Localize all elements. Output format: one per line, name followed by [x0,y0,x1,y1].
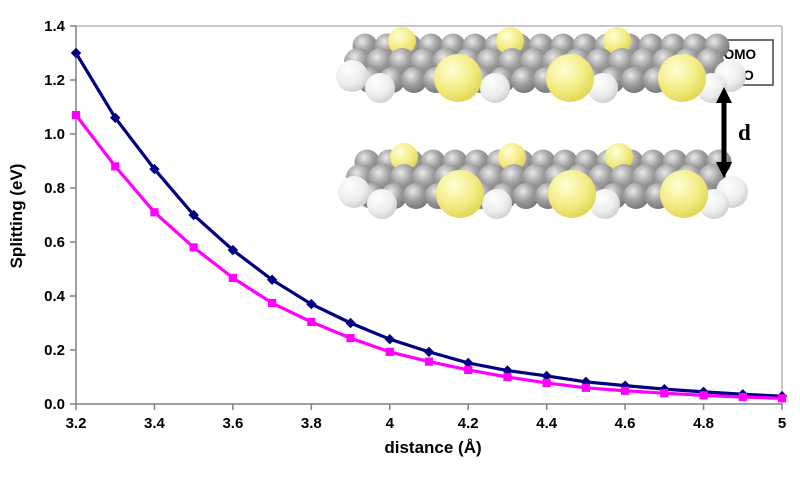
data-point-square [738,392,747,402]
data-point-diamond [110,112,121,123]
atom [496,27,524,55]
x-tick-label: 4.4 [536,415,558,432]
series-lumo [71,111,787,403]
atom [480,73,510,103]
atom [390,143,418,171]
atom [660,170,708,218]
atom [621,67,647,93]
atom [401,67,427,93]
data-point-square [385,347,394,356]
arrowhead-up-icon [716,87,732,103]
x-tick-label: 3.2 [66,415,87,432]
atom [482,189,512,219]
atom [623,183,649,209]
plot-frame [75,25,783,405]
atom [403,183,429,209]
atom [603,27,631,55]
molecule [338,143,748,219]
x-tick-label: 4.6 [615,415,636,432]
data-point-diamond [306,298,317,310]
atom [588,73,618,103]
arrowhead-down-icon [716,162,732,178]
x-axis-tick-labels: 3.2 3.4 3.6 3.8 4 4.2 4.4 4.6 4.8 5 [66,415,787,432]
atom [388,27,416,55]
atom [511,67,537,93]
data-point-square [621,386,630,395]
data-point-square [581,383,590,392]
atom [658,54,706,102]
data-point-diamond [266,274,278,285]
data-point-square [268,298,277,308]
atom [336,60,368,92]
data-point-square [503,372,512,382]
atom [365,73,395,103]
atom [338,176,370,208]
data-point-square [71,111,81,120]
data-point-diamond [149,163,160,175]
distance-label: d [738,120,751,145]
data-point-diamond [345,317,356,329]
y-tick-label: 0.0 [44,396,65,413]
data-point-square [346,334,355,343]
x-axis-ticks [75,404,783,410]
data-point-square [699,391,708,400]
data-point-diamond [70,47,82,59]
y-tick-label: 0.6 [44,234,65,251]
data-point-square [542,378,551,388]
atom [436,170,484,218]
atom [546,54,594,102]
data-point-diamond [423,346,435,358]
x-tick-label: 5 [778,415,786,432]
molecule [336,27,746,103]
data-point-diamond [188,209,199,221]
molecule-inset-image [336,27,748,219]
x-tick-label: 4.8 [693,415,714,432]
x-tick-label: 3.4 [144,415,166,432]
atom [548,170,596,218]
data-series [70,47,788,403]
distance-arrow [716,87,732,178]
data-point-square [464,365,473,375]
atom [513,183,539,209]
y-tick-label: 0.2 [44,342,65,359]
atom [590,189,620,219]
data-point-diamond [463,357,474,369]
data-point-square [189,243,198,252]
x-tick-label: 3.8 [301,415,322,432]
y-tick-label: 0.8 [44,180,65,197]
y-axis-ticks [70,25,76,405]
x-tick-label: 4 [386,415,395,432]
data-point-square [307,317,316,327]
data-point-square [777,394,787,403]
x-tick-label: 3.6 [222,415,243,432]
atom [367,189,397,219]
y-tick-label: 0.4 [44,288,66,305]
atom [498,143,526,171]
y-tick-label: 1.0 [44,126,65,143]
y-axis-title: Splitting (eV) [7,164,26,269]
y-tick-label: 1.2 [44,72,65,89]
y-tick-label: 1.4 [44,18,66,35]
x-axis-title: distance (Å) [384,438,481,457]
atom [434,54,482,102]
data-point-diamond [227,244,239,256]
data-point-square [228,273,237,283]
data-point-diamond [541,370,552,382]
y-axis-tick-labels: 0.0 0.2 0.4 0.6 0.8 1.0 1.2 1.4 [44,18,66,413]
x-tick-label: 4.2 [458,415,479,432]
data-point-diamond [384,334,395,345]
data-point-square [111,162,120,171]
data-point-square [660,389,669,398]
atom [605,143,633,171]
data-point-square [424,357,434,366]
data-point-square [150,208,159,217]
series-line [74,52,783,398]
